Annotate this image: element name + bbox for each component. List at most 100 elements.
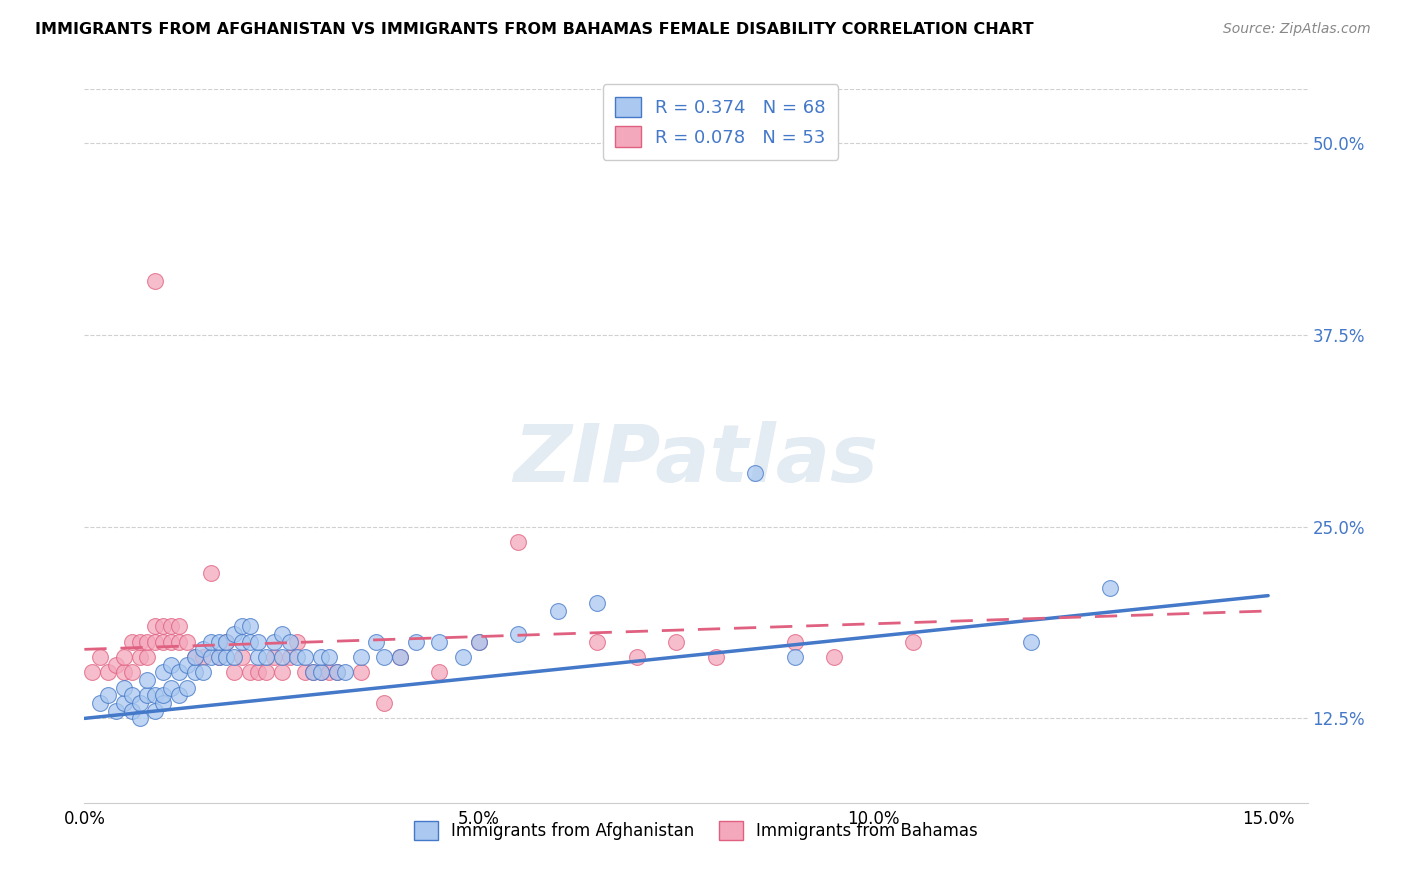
Point (128, 711, 150, 725)
Point (167, 689, 190, 703)
Point (160, 657, 183, 672)
Point (318, 665, 340, 680)
Point (231, 619, 253, 633)
Point (215, 634, 238, 648)
Point (191, 665, 214, 680)
Point (97, 665, 120, 680)
Point (207, 650, 229, 665)
Point (167, 619, 190, 633)
Point (200, 566, 222, 580)
Point (626, 650, 648, 665)
Point (309, 665, 332, 680)
Point (547, 604, 569, 618)
Point (326, 665, 349, 680)
Point (349, 665, 371, 680)
Point (302, 665, 325, 680)
Point (145, 704, 167, 718)
Point (246, 634, 269, 648)
Point (136, 650, 159, 665)
Point (468, 634, 491, 648)
Point (121, 689, 143, 703)
Point (783, 634, 806, 648)
Point (239, 619, 262, 633)
Point (167, 665, 190, 680)
Point (744, 466, 766, 480)
Point (254, 650, 277, 665)
Point (136, 673, 159, 687)
Point (104, 704, 127, 718)
Point (239, 665, 262, 680)
Point (224, 627, 246, 641)
Point (263, 650, 285, 665)
Point (128, 650, 150, 665)
Point (97, 689, 120, 703)
Point (309, 665, 332, 680)
Point (254, 665, 277, 680)
Point (278, 634, 301, 648)
Point (783, 650, 806, 665)
Point (167, 634, 190, 648)
Point (200, 634, 222, 648)
Point (263, 634, 285, 648)
Text: ZIPatlas: ZIPatlas (513, 421, 879, 500)
Point (1021, 634, 1043, 648)
Point (224, 650, 246, 665)
Point (901, 634, 924, 648)
Point (191, 642, 214, 657)
Point (176, 634, 198, 648)
Text: IMMIGRANTS FROM AFGHANISTAN VS IMMIGRANTS FROM BAHAMAS FEMALE DISABILITY CORRELA: IMMIGRANTS FROM AFGHANISTAN VS IMMIGRANT… (35, 22, 1033, 37)
Point (270, 665, 292, 680)
Point (128, 634, 150, 648)
Point (152, 665, 174, 680)
Point (278, 650, 301, 665)
Point (1099, 581, 1122, 595)
Point (586, 596, 609, 610)
Point (224, 665, 246, 680)
Point (429, 634, 451, 648)
Point (294, 650, 316, 665)
Point (239, 634, 262, 648)
Point (309, 650, 332, 665)
Point (508, 627, 530, 641)
Point (136, 634, 159, 648)
Point (287, 634, 309, 648)
Point (389, 650, 412, 665)
Point (191, 650, 214, 665)
Point (665, 634, 688, 648)
Point (302, 665, 325, 680)
Point (349, 650, 371, 665)
Point (373, 696, 395, 710)
Point (121, 665, 143, 680)
Point (586, 634, 609, 648)
Text: Source: ZipAtlas.com: Source: ZipAtlas.com (1223, 22, 1371, 37)
Point (246, 665, 269, 680)
Point (89, 696, 111, 710)
Point (389, 650, 412, 665)
Point (823, 650, 845, 665)
Point (104, 657, 127, 672)
Point (112, 665, 135, 680)
Point (160, 681, 183, 695)
Point (200, 650, 222, 665)
Legend: Immigrants from Afghanistan, Immigrants from Bahamas: Immigrants from Afghanistan, Immigrants … (402, 809, 990, 852)
Point (82, 665, 104, 680)
Point (326, 665, 349, 680)
Point (152, 689, 174, 703)
Point (207, 634, 229, 648)
Point (366, 634, 388, 648)
Point (451, 650, 474, 665)
Point (270, 650, 292, 665)
Point (215, 634, 238, 648)
Point (112, 681, 135, 695)
Point (373, 650, 395, 665)
Point (176, 657, 198, 672)
Point (184, 650, 207, 665)
Point (405, 634, 427, 648)
Point (145, 689, 167, 703)
Point (704, 650, 727, 665)
Point (215, 650, 238, 665)
Point (287, 650, 309, 665)
Point (89, 650, 111, 665)
Point (112, 696, 135, 710)
Point (136, 689, 159, 703)
